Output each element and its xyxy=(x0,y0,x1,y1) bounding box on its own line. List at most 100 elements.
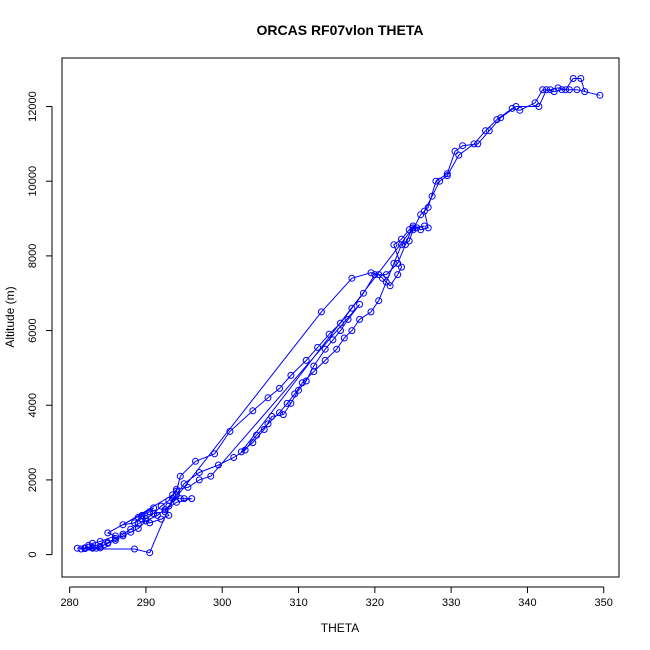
data-point xyxy=(565,86,573,94)
data-point xyxy=(134,513,142,521)
data-point xyxy=(424,203,432,211)
y-axis: 0 2000 4000 6000 8000 10000 12000 xyxy=(27,91,53,558)
plot-frame xyxy=(61,57,620,578)
data-point xyxy=(455,151,463,159)
data-point xyxy=(157,515,165,523)
data-point xyxy=(337,319,344,327)
x-tick-label: 310 xyxy=(289,597,307,609)
y-tick-label: 4000 xyxy=(27,393,39,417)
data-point xyxy=(85,541,93,549)
data-point xyxy=(432,177,440,185)
data-point xyxy=(192,457,199,465)
data-point xyxy=(302,377,310,385)
data-point xyxy=(390,241,398,249)
data-point xyxy=(443,172,451,180)
data-point xyxy=(287,371,295,379)
data-point xyxy=(474,140,482,148)
data-point xyxy=(470,140,478,148)
y-tick-label: 2000 xyxy=(27,468,39,492)
x-axis: 280 290 300 310 320 330 340 350 xyxy=(60,586,613,609)
data-point xyxy=(535,103,543,110)
x-tick-label: 290 xyxy=(137,597,155,609)
data-point xyxy=(413,224,421,232)
data-point xyxy=(321,356,329,364)
data-point xyxy=(394,271,402,279)
data-point xyxy=(359,289,367,297)
data-point xyxy=(333,345,341,353)
data-point xyxy=(367,308,375,316)
data-point xyxy=(142,517,150,525)
data-point xyxy=(249,439,257,447)
series-line xyxy=(77,78,601,554)
data-point xyxy=(127,525,135,533)
data-point xyxy=(104,539,112,547)
data-point xyxy=(104,529,112,537)
data-point xyxy=(390,259,398,267)
data-point xyxy=(543,86,550,94)
data-point xyxy=(146,549,154,557)
data-point xyxy=(394,259,402,267)
data-point xyxy=(577,75,585,82)
x-tick-label: 280 xyxy=(60,597,78,609)
data-point xyxy=(371,271,379,279)
data-point xyxy=(409,222,417,230)
data-point xyxy=(325,330,333,338)
data-point xyxy=(375,297,383,305)
data-point xyxy=(184,483,192,491)
data-point xyxy=(287,399,295,407)
data-point xyxy=(356,300,364,308)
data-point xyxy=(321,345,329,353)
data-point xyxy=(348,327,356,335)
data-point xyxy=(493,116,501,124)
data-point xyxy=(569,75,577,82)
data-point xyxy=(382,271,390,279)
data-point xyxy=(169,491,177,499)
data-point xyxy=(214,461,222,469)
data-point xyxy=(173,485,180,493)
data-point xyxy=(417,211,425,219)
data-point xyxy=(459,142,467,150)
data-point xyxy=(89,539,96,547)
y-tick-label: 10000 xyxy=(27,166,39,197)
data-point xyxy=(276,384,283,392)
data-point xyxy=(73,544,81,552)
data-point xyxy=(131,545,138,553)
data-point xyxy=(249,407,257,415)
data-point xyxy=(348,274,356,282)
data-point xyxy=(356,315,364,323)
data-point xyxy=(237,448,245,456)
y-tick-label: 6000 xyxy=(27,318,39,342)
data-point xyxy=(310,362,318,370)
data-point xyxy=(169,495,177,503)
data-point xyxy=(405,226,413,234)
x-tick-label: 320 xyxy=(366,597,384,609)
data-point xyxy=(436,177,444,185)
data-point xyxy=(207,472,215,480)
data-point xyxy=(329,336,337,344)
data-point xyxy=(554,84,562,92)
data-point xyxy=(340,334,348,342)
data-point xyxy=(138,511,146,519)
data-point xyxy=(165,511,173,519)
data-point xyxy=(161,508,169,516)
data-point xyxy=(550,88,558,96)
data-point xyxy=(146,519,154,527)
data-point xyxy=(180,495,188,503)
data-point xyxy=(573,86,581,94)
data-point xyxy=(409,226,417,234)
data-point xyxy=(230,454,238,461)
data-point xyxy=(268,412,276,420)
data-point xyxy=(161,506,169,514)
data-point xyxy=(398,235,405,243)
data-point xyxy=(443,170,451,178)
series-layer xyxy=(73,75,604,557)
data-point xyxy=(276,409,283,417)
data-point xyxy=(279,411,287,419)
data-point xyxy=(195,476,203,484)
x-tick-label: 300 xyxy=(213,597,231,609)
data-point xyxy=(367,269,375,277)
chart-title: ORCAS RF07vlon THETA xyxy=(257,22,424,38)
data-point xyxy=(77,545,85,553)
x-tick-label: 330 xyxy=(442,597,460,609)
